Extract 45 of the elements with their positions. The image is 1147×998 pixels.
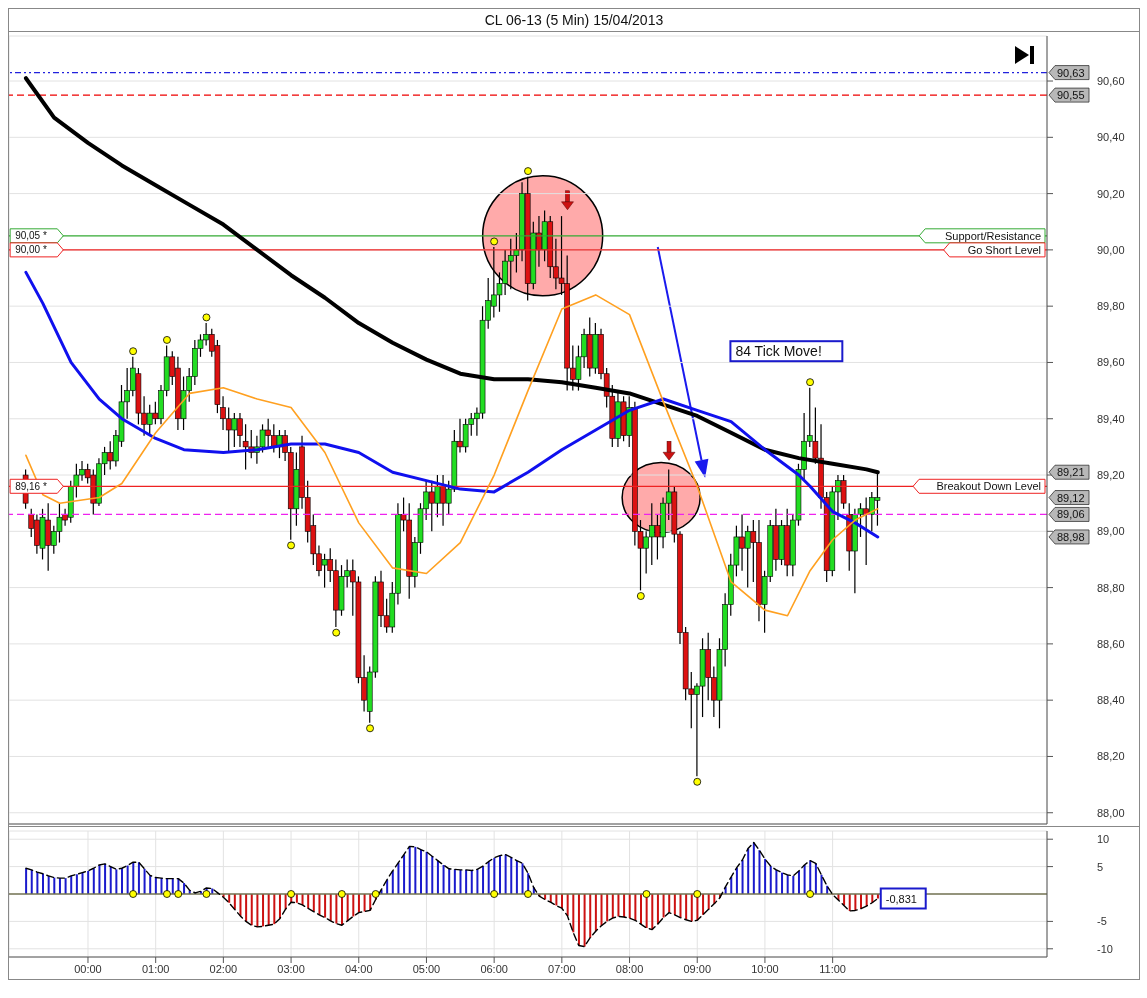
y-tick-label: 88,20 (1097, 750, 1125, 763)
x-tick-label: 01:00 (141, 962, 170, 975)
y-tick-label: 5 (1097, 860, 1104, 873)
y-tick-label: 88,00 (1097, 806, 1125, 819)
x-tick-label: 03:00 (277, 962, 305, 975)
y-tick-label: 88,60 (1097, 637, 1125, 650)
ref-line-label: Support/Resistance (945, 229, 1041, 242)
annotation: 89,06 (1057, 508, 1085, 521)
x-tick-label: 08:00 (615, 962, 644, 975)
y-tick-label: 90,20 (1097, 187, 1125, 200)
annotation: 89,12 (1057, 491, 1085, 504)
y-tick-label: 89,00 (1097, 525, 1125, 538)
y-tick-label: 90,40 (1097, 131, 1125, 144)
x-tick-label: 10:00 (751, 962, 779, 975)
annotation: 89,16 * (15, 480, 47, 492)
y-tick-label: 88,80 (1097, 581, 1125, 594)
x-tick-label: 00:00 (74, 962, 102, 975)
x-tick-label: 09:00 (683, 962, 711, 975)
y-tick-label: 89,40 (1097, 412, 1125, 425)
y-tick-label: 88,40 (1097, 694, 1125, 707)
y-tick-label: 90,00 (1097, 243, 1125, 256)
chart-title: CL 06-13 (5 Min) 15/04/2013 (483, 11, 665, 30)
x-tick-label: 07:00 (548, 962, 576, 975)
x-tick-label: 02:00 (209, 962, 238, 975)
y-tick-label: 10 (1097, 833, 1110, 846)
y-tick-label: 89,20 (1097, 469, 1125, 482)
y-tick-label: 90,60 (1097, 75, 1125, 88)
annotation: 89,21 (1057, 466, 1085, 479)
x-tick-label: 11:00 (819, 962, 846, 975)
y-tick-label: 89,60 (1097, 356, 1125, 369)
annotation: 90,00 * (15, 244, 47, 256)
x-tick-label: 04:00 (345, 962, 373, 975)
annotation: 90,55 (1057, 89, 1085, 102)
y-tick-label: -10 (1097, 942, 1113, 955)
x-tick-label: 06:00 (480, 962, 508, 975)
annotation: -0,831 (885, 892, 917, 905)
annotation: 90,63 (1057, 66, 1085, 79)
annotation: 88,98 (1057, 530, 1085, 543)
y-tick-label: -5 (1097, 915, 1107, 928)
annotation: 90,05 * (15, 230, 47, 242)
x-tick-label: 05:00 (412, 962, 441, 975)
annotation: 84 Tick Move! (735, 343, 822, 360)
ref-line-label: Go Short Level (967, 243, 1041, 256)
ref-line-label: Breakout Down Level (936, 480, 1041, 493)
y-tick-label: 89,80 (1097, 300, 1125, 313)
